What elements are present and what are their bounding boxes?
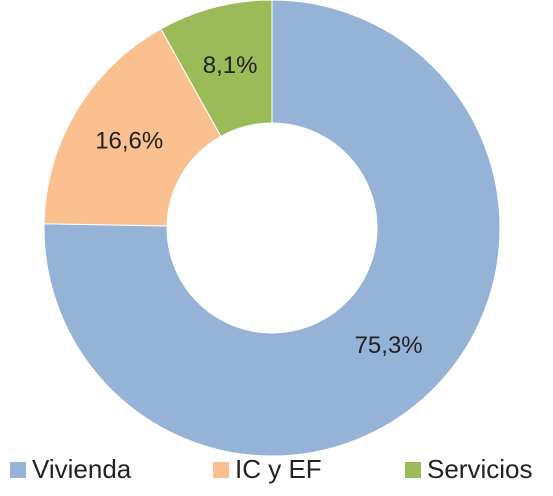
data-label: 16,6% [95, 128, 163, 155]
slice [160, 0, 273, 137]
legend-label: Servicios [427, 454, 532, 484]
legend-label: IC y EF [235, 454, 322, 484]
data-label: 8,1% [203, 52, 258, 79]
legend-swatch [213, 462, 229, 478]
legend-swatch [10, 462, 26, 478]
legend-swatch [405, 462, 421, 478]
data-label: 75,3% [355, 332, 423, 359]
slice [43, 0, 501, 457]
legend-label: Vivienda [32, 454, 132, 484]
slice [43, 28, 222, 227]
